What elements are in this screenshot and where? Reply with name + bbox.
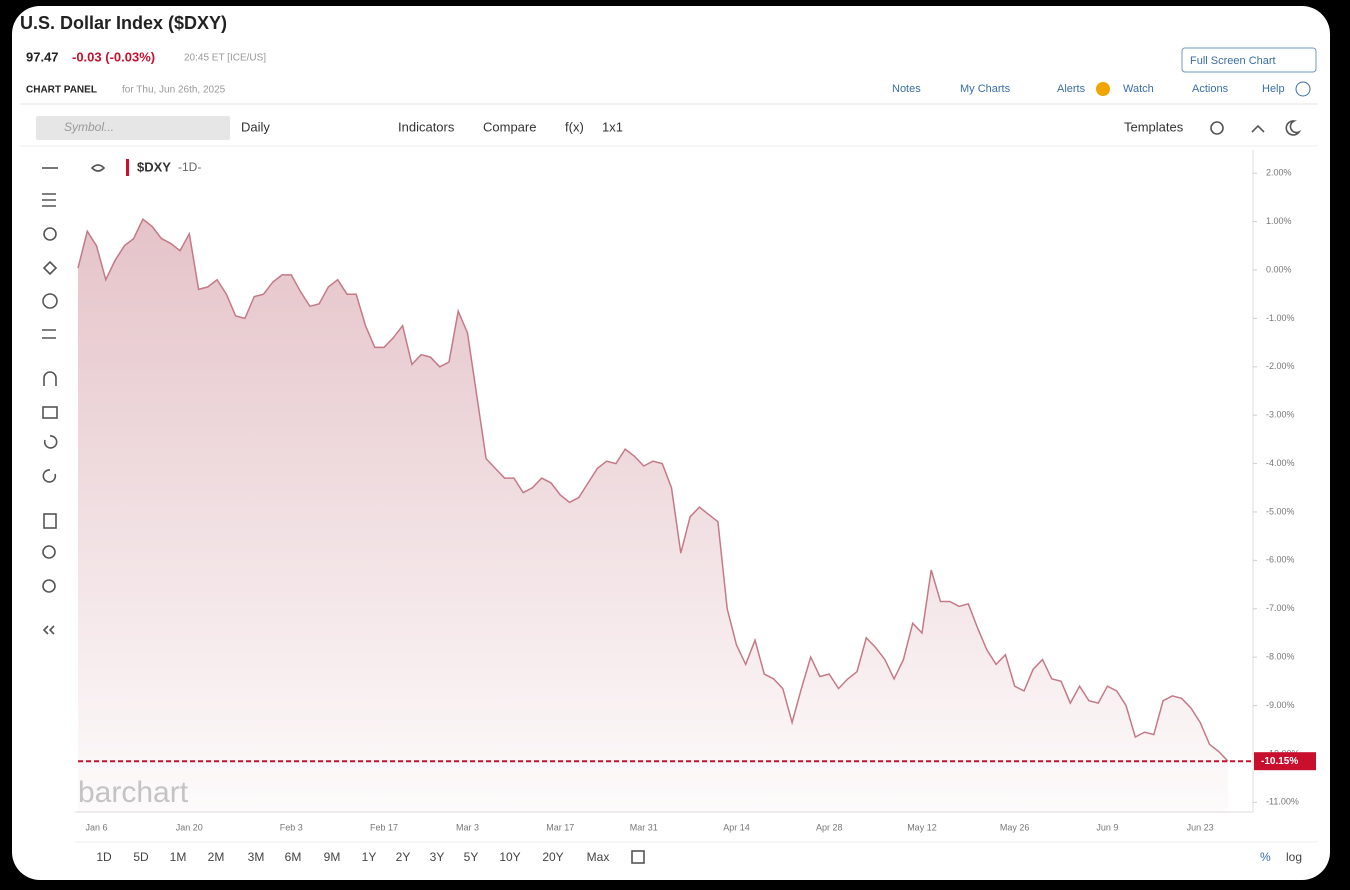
y-tick-label: -5.00% bbox=[1266, 506, 1295, 516]
period-button[interactable]: 3Y bbox=[430, 850, 445, 864]
nav-notes[interactable]: Notes bbox=[892, 83, 921, 95]
tool-delete[interactable] bbox=[43, 513, 57, 529]
legend-swatch bbox=[126, 159, 129, 176]
period-button[interactable]: 5Y bbox=[464, 850, 479, 864]
settings-icon[interactable] bbox=[1210, 121, 1224, 135]
nav-help[interactable]: Help bbox=[1262, 83, 1285, 95]
templates[interactable]: Templates bbox=[1124, 119, 1184, 134]
y-tick-label: 1.00% bbox=[1266, 216, 1292, 226]
x-tick-label: Apr 28 bbox=[816, 822, 843, 832]
period-button[interactable]: 2Y bbox=[396, 850, 411, 864]
legend-symbol: $DXY bbox=[137, 159, 171, 174]
search-box[interactable] bbox=[36, 116, 230, 140]
period-button[interactable]: 20Y bbox=[542, 850, 563, 864]
y-tick-label: -9.00% bbox=[1266, 700, 1295, 710]
x-tick-label: Feb 3 bbox=[280, 822, 303, 832]
area bbox=[78, 219, 1228, 812]
tool-redo[interactable] bbox=[42, 469, 57, 483]
tool-magnet[interactable] bbox=[43, 371, 57, 386]
line bbox=[77, 218, 1229, 762]
x-tick-label: May 12 bbox=[907, 822, 937, 832]
visibility-icon[interactable] bbox=[90, 164, 106, 172]
y-tick-label: -11.00% bbox=[1266, 797, 1299, 807]
nav-alerts[interactable]: Alerts bbox=[1057, 83, 1086, 95]
change: -0.03 (-0.03%) bbox=[72, 49, 155, 64]
panel-label: CHART PANEL bbox=[26, 85, 97, 96]
nav-my-charts[interactable]: My Charts bbox=[960, 83, 1011, 95]
y-tick-label: -3.00% bbox=[1266, 410, 1295, 420]
theme-icon[interactable] bbox=[1285, 120, 1302, 136]
x-tick-label: Jun 23 bbox=[1187, 822, 1214, 832]
tool-undo[interactable] bbox=[43, 435, 58, 449]
price: 97.47 bbox=[26, 49, 59, 64]
search-placeholder[interactable]: Symbol... bbox=[64, 120, 114, 134]
y-tick-label: -4.00% bbox=[1266, 458, 1295, 468]
nav-actions[interactable]: Actions bbox=[1192, 83, 1229, 95]
x-tick-label: Jan 20 bbox=[176, 822, 203, 832]
period-bar: 1D 5D 1M 2M 3M 6M 9M 1Y 2Y 3Y 5Y 10Y 20Y Max bbox=[96, 850, 609, 864]
alert-badge bbox=[1096, 82, 1110, 96]
tool-shape[interactable] bbox=[43, 227, 57, 241]
x-tick-label: Mar 3 bbox=[456, 822, 479, 832]
fx[interactable]: f(x) bbox=[565, 119, 584, 134]
period-button[interactable]: Max bbox=[587, 850, 610, 864]
tool-zoom-out[interactable] bbox=[42, 579, 56, 593]
plot: 2.00% 1.00% 0.00% -1.00% -2.00% -3.00% -4.00% -… bbox=[77, 168, 1316, 832]
x-tick-label: Apr 14 bbox=[723, 822, 750, 832]
period-button[interactable]: 1M bbox=[170, 850, 187, 864]
y-tick-label: -7.00% bbox=[1266, 603, 1295, 613]
x-tick-label: May 26 bbox=[1000, 822, 1030, 832]
tool-zoom-in[interactable] bbox=[42, 545, 56, 559]
last-value-label: -10.15% bbox=[1261, 756, 1298, 767]
full-screen-button[interactable] bbox=[1181, 47, 1317, 73]
collapse-icon[interactable] bbox=[1251, 124, 1265, 133]
period-button[interactable]: 9M bbox=[324, 850, 341, 864]
tool-fib[interactable] bbox=[42, 193, 56, 207]
compare[interactable]: Compare bbox=[483, 119, 536, 134]
last-value-box bbox=[1254, 752, 1316, 771]
period-button[interactable]: 3M bbox=[248, 850, 265, 864]
calendar-icon[interactable] bbox=[631, 850, 645, 864]
quote-time: 20:45 ET [ICE/US] bbox=[184, 53, 266, 64]
panel-date: for Thu, Jun 26th, 2025 bbox=[122, 85, 226, 96]
tool-count[interactable] bbox=[42, 293, 58, 309]
tool-collapse[interactable] bbox=[42, 625, 55, 635]
period-button[interactable]: 2M bbox=[208, 850, 225, 864]
period-button[interactable]: 10Y bbox=[499, 850, 520, 864]
y-tick-label: 0.00% bbox=[1266, 264, 1292, 274]
y-tick-label: -8.00% bbox=[1266, 652, 1295, 662]
interval[interactable]: Daily bbox=[241, 119, 270, 134]
full-screen-label[interactable]: Full Screen Chart bbox=[1190, 55, 1276, 67]
y-tick-label: -1.00% bbox=[1266, 313, 1295, 323]
period-button[interactable]: 1Y bbox=[362, 850, 377, 864]
y-tick-label: 2.00% bbox=[1266, 168, 1292, 178]
nav-watch[interactable]: Watch bbox=[1123, 83, 1154, 95]
period-button[interactable]: 6M bbox=[285, 850, 302, 864]
y-tick-label: -6.00% bbox=[1266, 555, 1295, 565]
tool-pattern[interactable] bbox=[42, 260, 58, 276]
y-tick-label: -2.00% bbox=[1266, 361, 1295, 371]
x-tick-label: Jun 9 bbox=[1096, 822, 1118, 832]
percent-toggle[interactable]: % bbox=[1260, 850, 1271, 864]
x-tick-label: Feb 17 bbox=[370, 822, 398, 832]
x-tick-label: Mar 17 bbox=[546, 822, 574, 832]
help-icon bbox=[1295, 81, 1311, 97]
x-tick-label: Jan 6 bbox=[86, 822, 108, 832]
x-tick-label: Mar 31 bbox=[630, 822, 658, 832]
watermark: barchart bbox=[78, 776, 189, 809]
title: U.S. Dollar Index ($DXY) bbox=[20, 13, 227, 33]
indicators[interactable]: Indicators bbox=[398, 119, 455, 134]
legend-period: -1D- bbox=[178, 160, 201, 174]
tool-lock[interactable] bbox=[42, 406, 58, 419]
tool-measure[interactable] bbox=[42, 329, 56, 339]
period-button[interactable]: 5D bbox=[133, 850, 149, 864]
drawing-tools bbox=[42, 167, 58, 635]
period-button[interactable]: 1D bbox=[96, 850, 112, 864]
layout[interactable]: 1x1 bbox=[602, 119, 623, 134]
log-toggle[interactable]: log bbox=[1286, 850, 1302, 864]
